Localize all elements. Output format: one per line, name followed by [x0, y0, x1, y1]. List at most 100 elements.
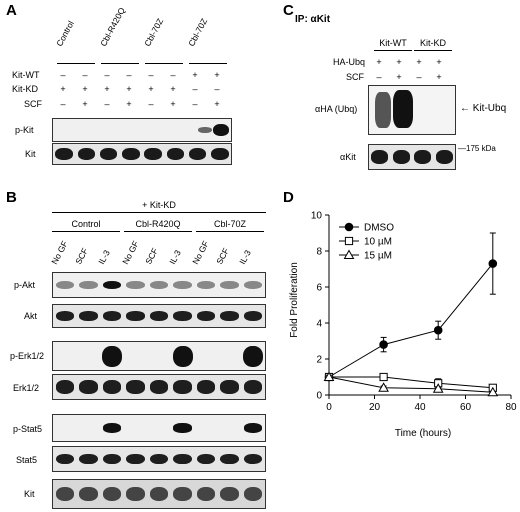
treatment-symbol: + [192, 70, 198, 80]
y-tick-label: 10 [311, 211, 323, 222]
blot-erk [52, 374, 266, 400]
band [102, 380, 122, 394]
band [243, 345, 264, 367]
y-tick-label: 8 [316, 247, 322, 258]
y-tick-label: 4 [316, 319, 322, 330]
blot-p-erk [52, 341, 266, 371]
group-header: Cbl-R420Q [124, 219, 192, 232]
group-header: Control [52, 219, 120, 232]
band [244, 380, 263, 394]
band [101, 345, 122, 367]
row-label: SCF [24, 99, 42, 109]
band [55, 280, 74, 290]
band [414, 150, 432, 164]
treatment-symbol: + [396, 72, 402, 82]
treatment-symbol: + [82, 99, 88, 109]
band [392, 150, 410, 164]
band [220, 487, 239, 501]
group-label: Control [71, 219, 101, 229]
band [79, 453, 98, 465]
mw-marker: —175 kDa [458, 144, 496, 153]
band [196, 311, 216, 321]
band [102, 280, 122, 290]
group-underline [101, 63, 139, 64]
treatment-symbol: + [214, 99, 220, 109]
proliferation-chart: 0 20 40 60 80 0 2 4 6 8 10 Fold Proliferation Time… [289, 211, 517, 440]
treatment-symbol: + [436, 72, 442, 82]
arrow-left-icon: ← [460, 103, 470, 114]
data-point [378, 382, 389, 392]
band [99, 148, 118, 160]
legend-marker [344, 222, 354, 232]
band [244, 311, 263, 321]
lane-label: IL-3 [96, 248, 112, 266]
band [126, 380, 145, 394]
group-underline [57, 63, 95, 64]
band [149, 453, 169, 465]
treatment-symbol: + [376, 57, 382, 67]
blot-stat5 [52, 446, 266, 472]
treatment-symbol: + [170, 99, 176, 109]
treatment-symbol: + [126, 99, 132, 109]
group-label: Kit-KD [419, 38, 446, 48]
chart-axes: 0 20 40 60 80 0 2 4 6 8 10 [311, 211, 517, 414]
band [149, 280, 169, 290]
band [149, 487, 169, 501]
band [220, 380, 239, 394]
series-line [328, 376, 493, 393]
treatment-symbol: + [170, 84, 176, 94]
lane-label: SCF [213, 246, 231, 266]
band [79, 280, 98, 290]
data-point [488, 259, 498, 268]
treatment-symbol: – [148, 99, 154, 109]
band [126, 280, 145, 290]
band [220, 453, 239, 465]
blot-p-stat5 [52, 414, 266, 442]
band [149, 311, 169, 321]
blot-label: Stat5 [16, 455, 38, 465]
data-point [433, 325, 443, 335]
band [55, 311, 74, 321]
x-axis-label: Time (hours) [395, 428, 451, 439]
lane-label: SCF [143, 246, 160, 266]
band [188, 148, 207, 160]
blot-label: Erk1/2 [13, 383, 40, 393]
blot-akit [368, 144, 456, 170]
group-label: Cbl-R420Q [135, 219, 181, 229]
chart-marks [323, 232, 499, 397]
legend-label: DMSO [364, 223, 394, 234]
legend-marker [343, 249, 355, 259]
treatment-symbol: – [104, 99, 110, 109]
treatment-symbol: – [192, 84, 198, 94]
band [244, 280, 263, 290]
blot-p-kit [52, 118, 232, 142]
band [173, 311, 192, 321]
blot-label: p-Akt [14, 280, 36, 290]
band [173, 380, 192, 394]
legend-marker [344, 236, 354, 246]
blot-label: p-Kit [15, 125, 34, 135]
kit-kd-header: + Kit-KD [52, 200, 266, 213]
blot-label: Kit [24, 489, 35, 499]
blot-akt [52, 304, 266, 328]
treatment-symbol: – [60, 70, 66, 80]
band [244, 423, 263, 433]
x-tick-label: 40 [414, 402, 426, 413]
lane-label: No GF [49, 239, 70, 266]
blot-label: p-Erk1/2 [10, 351, 45, 361]
band [149, 380, 169, 394]
group-label: Cbl-70Z [186, 16, 210, 48]
band [213, 124, 229, 136]
band [393, 90, 413, 128]
band [77, 148, 96, 160]
data-point [379, 372, 388, 382]
chart-legend: DMSO 10 µM 15 µM [339, 223, 394, 262]
band [375, 92, 391, 128]
group-label: Kit-WT [379, 38, 407, 48]
band [166, 148, 185, 160]
band [244, 453, 263, 465]
panel-label-d: D [283, 189, 294, 206]
panel-label-c: C [283, 2, 294, 19]
band [173, 487, 192, 501]
treatment-symbol: – [148, 70, 154, 80]
